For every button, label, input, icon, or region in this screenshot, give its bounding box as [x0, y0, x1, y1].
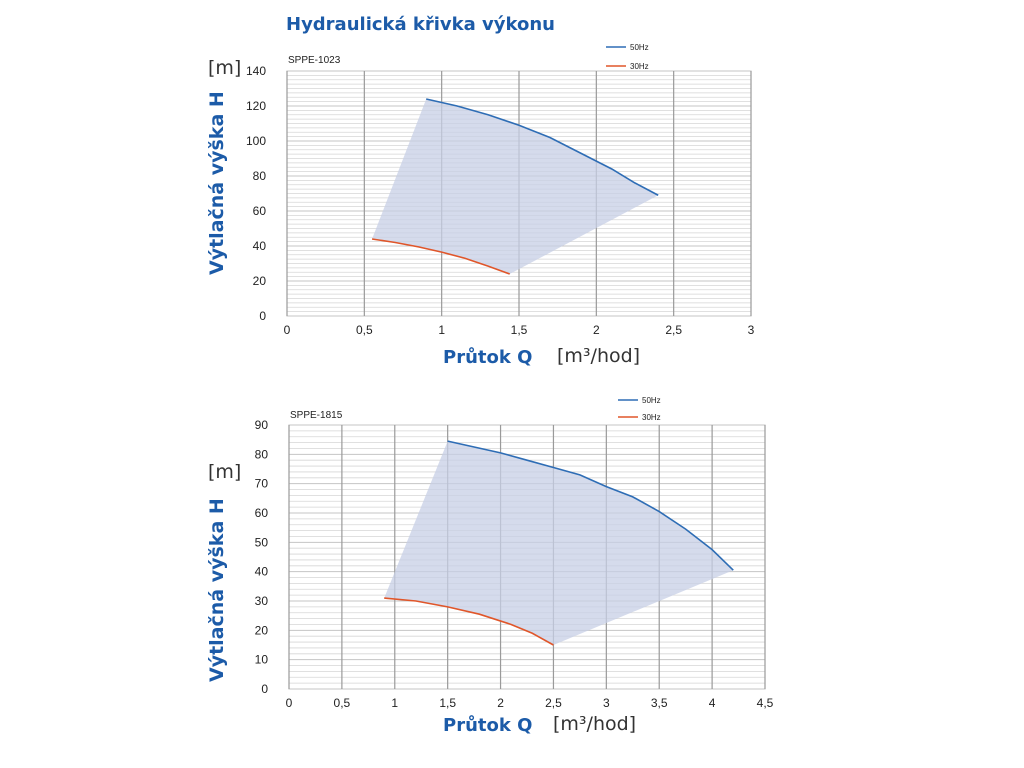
- legend-label-30hz: 30Hz: [630, 62, 649, 71]
- x-tick-label: 3,5: [651, 696, 668, 710]
- legend-label-50hz: 50Hz: [630, 43, 649, 52]
- y-axis-label: Výtlačná výška H: [206, 498, 228, 682]
- x-tick-label: 3: [748, 323, 755, 337]
- y-tick-label: 30: [255, 594, 269, 608]
- operating-region: [384, 441, 734, 645]
- x-tick-label: 0,5: [356, 323, 373, 337]
- x-tick-label: 2,5: [665, 323, 682, 337]
- page-title: Hydraulická křivka výkonu: [286, 14, 555, 35]
- x-tick-label: 1,5: [511, 323, 528, 337]
- model-label: SPPE-1815: [290, 410, 343, 421]
- legend-label-30hz: 30Hz: [642, 413, 661, 422]
- x-tick-label: 0: [284, 323, 291, 337]
- x-axis-label: Průtok Q: [443, 347, 533, 368]
- series-line-50hz: [447, 440, 734, 571]
- y-tick-label: 50: [255, 535, 269, 549]
- y-tick-label: 40: [255, 565, 269, 579]
- x-tick-label: 0,5: [334, 696, 351, 710]
- y-tick-label: 0: [261, 682, 268, 696]
- y-tick-label: 70: [255, 477, 269, 491]
- y-unit-label: [m]: [208, 461, 242, 483]
- x-axis-label: Průtok Q: [443, 715, 533, 736]
- x-tick-label: 0: [286, 696, 293, 710]
- y-tick-label: 60: [253, 204, 267, 218]
- chart-sppe-1023: SPPE-1023 0 20 40 60 80 100 120 140 0 0,5 1 1,5 2 2,5 3…: [0, 0, 1024, 380]
- chart-svg-sppe-1023: SPPE-1023 0 20 40 60 80 100 120 140 0 0,5 1 1,5 2 2,5 3…: [246, 43, 755, 337]
- x-tick-label: 4,5: [757, 696, 774, 710]
- y-tick-label: 140: [246, 64, 266, 78]
- x-tick-label: 1: [391, 696, 398, 710]
- y-unit-label: [m]: [208, 57, 242, 79]
- y-tick-label: 60: [255, 506, 269, 520]
- x-tick-label: 1: [438, 323, 445, 337]
- x-unit-label: [m³/hod]: [553, 713, 637, 735]
- y-tick-label: 40: [253, 239, 267, 253]
- y-tick-label: 90: [255, 418, 269, 432]
- x-unit-label: [m³/hod]: [557, 345, 641, 367]
- y-tick-label: 20: [253, 274, 267, 288]
- x-tick-label: 2: [593, 323, 600, 337]
- y-tick-label: 10: [255, 653, 269, 667]
- y-tick-label: 80: [253, 169, 267, 183]
- x-tick-label: 4: [709, 696, 716, 710]
- y-tick-label: 20: [255, 623, 269, 637]
- series-line-50hz: [426, 98, 659, 196]
- x-tick-label: 2,5: [545, 696, 562, 710]
- x-tick-label: 2: [497, 696, 504, 710]
- operating-region: [372, 99, 659, 274]
- model-label: SPPE-1023: [288, 55, 341, 66]
- y-tick-label: 0: [259, 309, 266, 323]
- series-line-30hz: [371, 238, 510, 275]
- x-tick-label: 1,5: [439, 696, 456, 710]
- y-tick-label: 80: [255, 447, 269, 461]
- legend-label-50hz: 50Hz: [642, 396, 661, 405]
- series-line-30hz: [384, 597, 554, 646]
- y-tick-label: 100: [246, 134, 266, 148]
- y-tick-label: 120: [246, 99, 266, 113]
- x-tick-label: 3: [603, 696, 610, 710]
